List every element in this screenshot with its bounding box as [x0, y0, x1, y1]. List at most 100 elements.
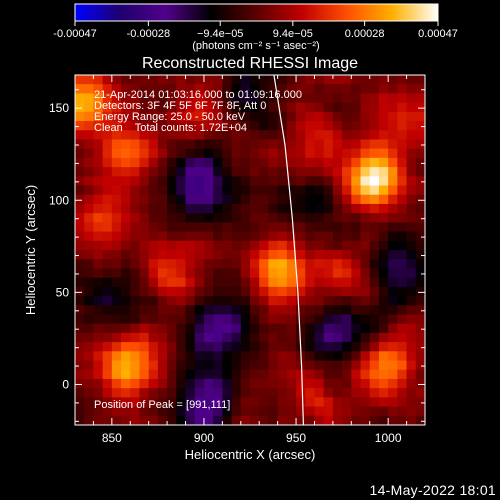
heatmap-cell — [305, 139, 316, 150]
heatmap-cell — [360, 167, 371, 177]
heatmap-cell — [305, 296, 316, 306]
heatmap-cell — [185, 277, 196, 288]
heatmap-cell — [397, 176, 408, 187]
heatmap-cell — [203, 259, 214, 270]
heatmap-cell — [415, 378, 425, 389]
heatmap-cell — [203, 167, 214, 177]
heatmap-cell — [314, 102, 325, 113]
heatmap-cell — [139, 351, 150, 362]
heatmap-cell — [296, 378, 306, 389]
heatmap-cell — [185, 259, 196, 270]
heatmap-cell — [148, 213, 159, 223]
heatmap-cell — [415, 342, 425, 352]
heatmap-cell — [351, 93, 362, 104]
heatmap-cell — [259, 369, 270, 380]
heatmap-cell — [369, 194, 380, 205]
heatmap-cell — [369, 296, 380, 306]
heatmap-cell — [250, 378, 260, 389]
heatmap-cell — [176, 176, 187, 187]
heatmap-cell — [139, 231, 150, 242]
heatmap-cell — [323, 75, 334, 85]
heatmap-cell — [296, 167, 306, 177]
heatmap-cell — [286, 369, 297, 380]
heatmap-cell — [360, 286, 371, 297]
heatmap-cell — [360, 148, 371, 159]
heatmap-cell — [84, 415, 95, 425]
heatmap-cell — [351, 296, 362, 306]
heatmap-cell — [130, 240, 141, 251]
colorbar-unit-label: (photons cm⁻² s⁻¹ asec⁻²) — [192, 40, 319, 52]
heatmap-cell — [378, 388, 389, 398]
heatmap-cell — [351, 231, 362, 242]
heatmap-cell — [360, 268, 371, 279]
heatmap-cell — [203, 121, 214, 131]
heatmap-cell — [323, 415, 334, 425]
heatmap-cell — [259, 203, 270, 214]
heatmap-cell — [194, 203, 205, 214]
heatmap-cell — [213, 296, 223, 306]
heatmap-cell — [332, 231, 343, 242]
heatmap-cell — [176, 240, 187, 251]
heatmap-cell — [369, 176, 380, 187]
heatmap-cell — [75, 296, 85, 306]
heatmap-cell — [305, 277, 316, 288]
heatmap-cell — [250, 130, 260, 141]
heatmap-cell — [323, 203, 334, 214]
heatmap-cell — [176, 286, 187, 297]
heatmap-cell — [351, 222, 362, 233]
heatmap-cell — [157, 397, 168, 408]
heatmap-cell — [148, 194, 159, 205]
heatmap-cell — [167, 93, 177, 104]
heatmap-cell — [222, 139, 233, 150]
heatmap-cell — [406, 121, 417, 131]
heatmap-cell — [148, 121, 159, 131]
heatmap-cell — [75, 415, 85, 425]
heatmap-cell — [342, 185, 352, 196]
heatmap-cell — [342, 111, 352, 122]
heatmap-cell — [203, 93, 214, 104]
heatmap-cell — [360, 231, 371, 242]
heatmap-cell — [342, 157, 352, 168]
heatmap-cell — [111, 286, 122, 297]
heatmap-cell — [351, 406, 362, 417]
heatmap-cell — [415, 93, 425, 104]
heatmap-cell — [332, 240, 343, 251]
heatmap-cell — [130, 369, 141, 380]
colorbar-tick-label: 0.00028 — [345, 28, 385, 40]
heatmap-cell — [351, 351, 362, 362]
heatmap-cell — [84, 84, 95, 95]
heatmap-cell — [406, 185, 417, 196]
heatmap-cell — [167, 397, 177, 408]
heatmap-cell — [378, 176, 389, 187]
heatmap-cell — [213, 148, 223, 159]
heatmap-cell — [286, 148, 297, 159]
heatmap-cell — [222, 167, 233, 177]
heatmap-cell — [332, 305, 343, 316]
heatmap-cell — [268, 102, 279, 113]
heatmap-cell — [93, 369, 104, 380]
heatmap-cell — [139, 121, 150, 131]
heatmap-cell — [139, 111, 150, 122]
heatmap-cell — [157, 121, 168, 131]
heatmap-cell — [157, 185, 168, 196]
heatmap-cell — [342, 332, 352, 343]
heatmap-cell — [121, 93, 131, 104]
heatmap-cell — [176, 222, 187, 233]
heatmap-cell — [111, 75, 122, 85]
heatmap-cell — [231, 286, 242, 297]
heatmap-cell — [231, 231, 242, 242]
heatmap-cell — [286, 351, 297, 362]
heatmap-cell — [388, 139, 398, 150]
heatmap-cell — [406, 342, 417, 352]
heatmap-cell — [351, 369, 362, 380]
heatmap-cell — [111, 415, 122, 425]
heatmap-cell — [378, 342, 389, 352]
heatmap-cell — [148, 148, 159, 159]
heatmap-cell — [351, 250, 362, 260]
heatmap-cell — [167, 351, 177, 362]
heatmap-cell — [250, 121, 260, 131]
heatmap-cell — [332, 388, 343, 398]
heatmap-cell — [342, 167, 352, 177]
heatmap-cell — [185, 185, 196, 196]
heatmap-cell — [342, 296, 352, 306]
